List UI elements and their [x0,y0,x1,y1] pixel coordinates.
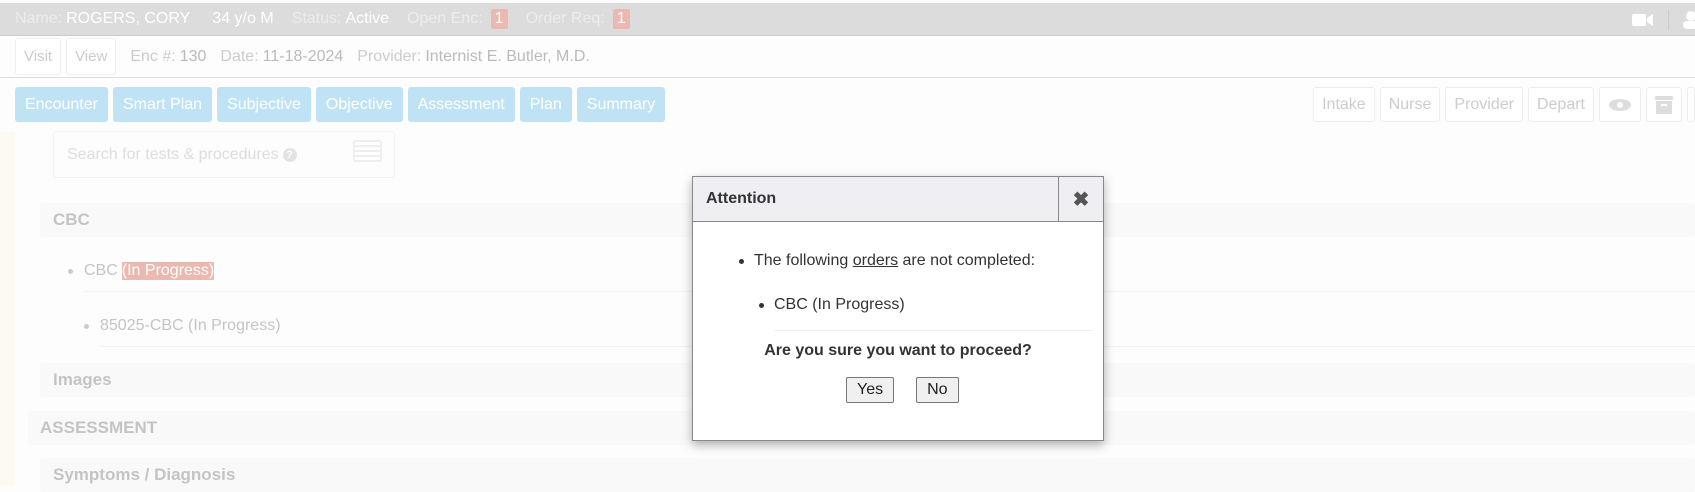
order-status: (In Progress) [121,262,215,280]
assessment-title: ASSESSMENT [40,418,158,437]
symptoms-section-header: Symptoms / Diagnosis [40,458,1695,492]
workflow-buttons: Intake Nurse Provider Depart [1313,87,1695,122]
archive-icon[interactable] [1646,87,1682,122]
tab-subjective[interactable]: Subjective [217,87,311,122]
name-label: Name: [15,10,63,27]
list-item: CBC (In Progress) [68,262,215,280]
nurse-button[interactable]: Nurse [1379,87,1441,122]
list-icon[interactable] [353,140,382,162]
search-placeholder: Search for tests & procedures [67,145,279,163]
images-title: Images [53,370,112,389]
dialog-header: Attention [693,177,1103,222]
divider [775,330,1093,331]
patient-header: Name: ROGERS, CORY 34 y/o M Status: Acti… [0,3,1695,36]
no-button[interactable]: No [916,377,959,403]
tab-objective[interactable]: Objective [315,87,403,122]
bullet [68,268,73,274]
search-tests-input[interactable]: Search for tests & procedures ? [53,131,395,178]
encounter-bar: Visit View Enc #: 130 Date: 11-18-2024 P… [0,36,1695,78]
dialog-message: The following orders are not completed: [739,252,1035,270]
patient-age-sex: 34 y/o M [212,10,274,27]
message-text: are not completed: [898,252,1036,269]
symptoms-title: Symptoms / Diagnosis [53,465,236,484]
enc-date: 11-18-2024 [262,47,344,65]
more-button[interactable] [1687,87,1695,122]
tab-summary[interactable]: Summary [576,87,666,122]
dialog-title: Attention [706,190,777,207]
help-icon[interactable]: ? [282,147,297,162]
intake-button[interactable]: Intake [1313,87,1375,122]
date-label: Date: [220,47,259,65]
left-strip [0,132,15,486]
order-name: CBC [84,262,118,279]
pending-order: CBC (In Progress) [774,296,905,313]
tab-encounter[interactable]: Encounter [15,87,108,122]
confirm-question: Are you sure you want to proceed? [764,342,1032,359]
bullet [84,323,89,329]
attention-dialog: Attention ✖ The following orders are not… [692,176,1104,441]
yes-button[interactable]: Yes [846,377,895,403]
order-code: 85025-CBC (In Progress) [100,317,281,334]
status-label: Status: [291,10,342,27]
order-req-badge[interactable]: 1 [612,9,630,29]
tab-assessment[interactable]: Assessment [407,87,515,122]
message-text: The following [754,252,853,269]
open-enc-label: Open Enc: [407,10,483,27]
orders-link[interactable]: orders [852,252,899,269]
depart-button[interactable]: Depart [1527,87,1594,122]
order-req-label: Order Req: [525,10,605,27]
bullet [739,258,744,264]
pending-order-item: CBC (In Progress) [759,296,905,314]
tab-smart-plan[interactable]: Smart Plan [112,87,213,122]
provider-button[interactable]: Provider [1445,87,1523,122]
enc-label: Enc #: [130,47,176,65]
patient-status: Active [345,10,390,27]
provider-label: Provider: [357,47,422,65]
provider-name: Internist E. Butler, M.D. [425,47,590,65]
cbc-title: CBC [53,210,90,229]
close-icon[interactable]: ✖ [1058,177,1103,222]
view-button[interactable]: View [66,38,117,75]
open-enc-badge[interactable]: 1 [490,9,508,29]
enc-number: 130 [179,47,207,65]
patient-name: ROGERS, CORY [66,10,191,27]
divider [1668,9,1669,30]
bullet [759,302,764,308]
visit-button[interactable]: Visit [15,38,62,75]
section-tabs: Encounter Smart Plan Subjective Objectiv… [15,87,666,122]
tab-plan[interactable]: Plan [519,87,572,122]
video-camera-icon[interactable] [1632,12,1654,28]
user-icon[interactable] [1683,10,1695,29]
list-item: 85025-CBC (In Progress) [84,317,281,335]
eye-icon[interactable] [1599,87,1641,122]
